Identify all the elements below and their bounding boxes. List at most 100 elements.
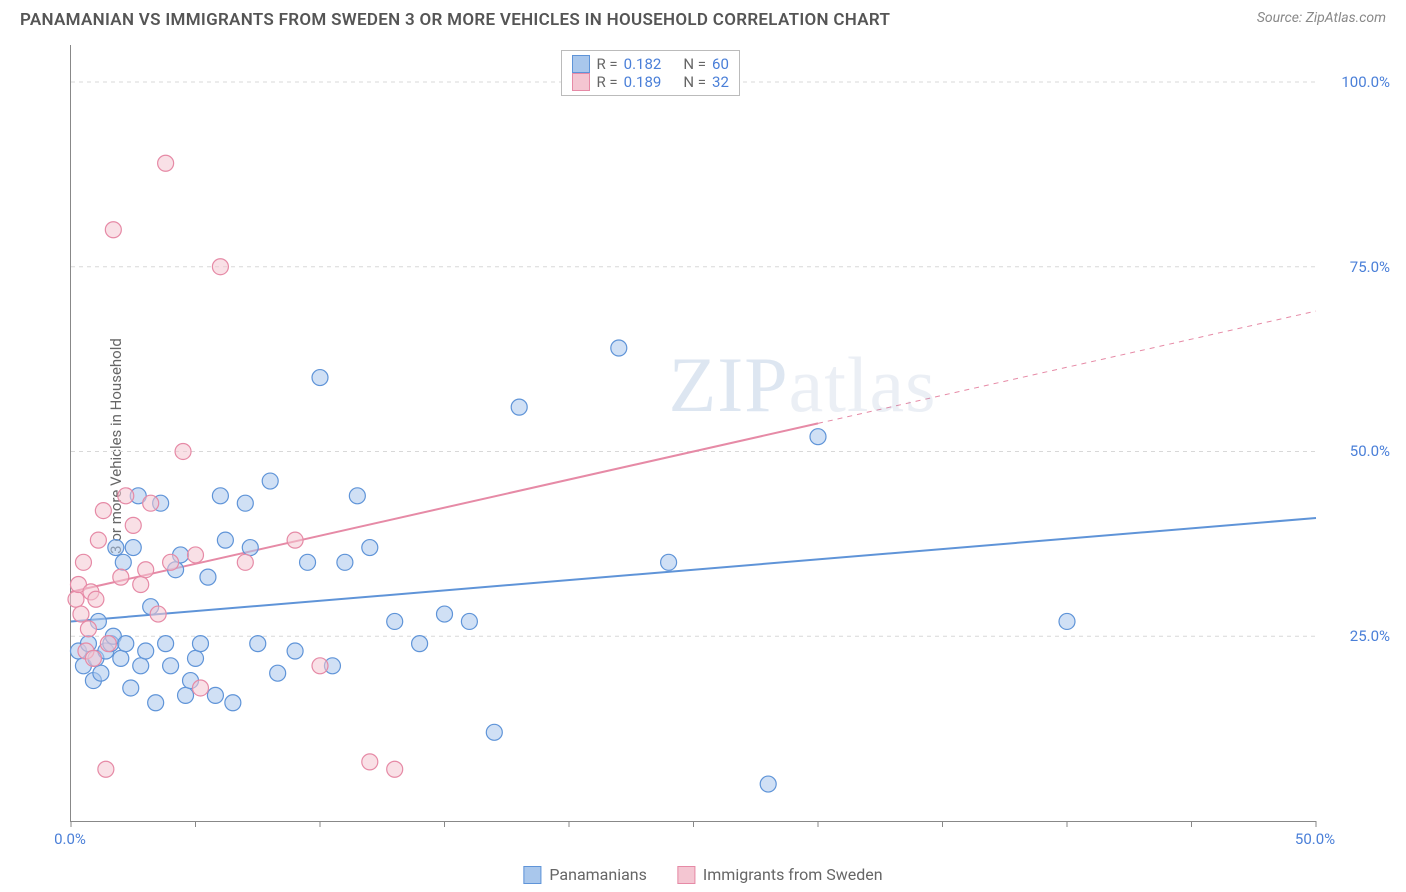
legend-swatch <box>572 73 590 91</box>
data-point <box>461 613 477 629</box>
data-point <box>158 636 174 652</box>
data-point <box>200 569 216 585</box>
data-point <box>85 650 101 666</box>
data-point <box>80 621 96 637</box>
data-point <box>148 695 164 711</box>
data-point <box>237 495 253 511</box>
data-point <box>143 495 159 511</box>
data-point <box>337 554 353 570</box>
y-tick-label: 75.0% <box>1350 258 1390 276</box>
data-point <box>125 517 141 533</box>
y-tick-label: 25.0% <box>1350 627 1390 645</box>
data-point <box>105 222 121 238</box>
r-label: R = <box>596 55 617 73</box>
data-point <box>100 636 116 652</box>
data-point <box>212 488 228 504</box>
data-point <box>125 540 141 556</box>
data-point <box>188 650 204 666</box>
data-point <box>250 636 266 652</box>
data-point <box>163 554 179 570</box>
stats-legend-row: R = 0.189 N = 32 <box>572 73 728 91</box>
data-point <box>312 370 328 386</box>
data-point <box>262 473 278 489</box>
data-point <box>138 643 154 659</box>
data-point <box>287 532 303 548</box>
data-point <box>387 761 403 777</box>
data-point <box>225 695 241 711</box>
data-point <box>437 606 453 622</box>
x-tick-label: 50.0% <box>1295 830 1335 848</box>
data-point <box>270 665 286 681</box>
data-point <box>188 547 204 563</box>
y-tick-label: 50.0% <box>1350 442 1390 460</box>
data-point <box>486 724 502 740</box>
data-point <box>95 503 111 519</box>
data-point <box>212 259 228 275</box>
data-point <box>511 399 527 415</box>
data-point <box>300 554 316 570</box>
data-point <box>98 761 114 777</box>
n-label: N = <box>683 73 706 91</box>
trend-line-dashed <box>818 311 1316 423</box>
data-point <box>412 636 428 652</box>
data-point <box>123 680 139 696</box>
legend-swatch <box>523 866 541 884</box>
legend-item: Immigrants from Sweden <box>677 865 883 884</box>
legend-label: Panamanians <box>549 865 647 884</box>
legend-label: Immigrants from Sweden <box>703 865 883 884</box>
data-point <box>362 540 378 556</box>
chart-source: Source: ZipAtlas.com <box>1257 10 1386 26</box>
data-point <box>192 680 208 696</box>
data-point <box>133 658 149 674</box>
data-point <box>387 613 403 629</box>
data-point <box>1059 613 1075 629</box>
n-value: 32 <box>712 73 729 91</box>
data-point <box>73 606 89 622</box>
r-value: 0.189 <box>624 73 662 91</box>
data-point <box>115 554 131 570</box>
y-tick-label: 100.0% <box>1341 73 1390 91</box>
data-point <box>88 591 104 607</box>
plot-region: ZIPatlas <box>70 45 1316 822</box>
trend-line <box>71 518 1316 621</box>
chart-area: ZIPatlas R = 0.182 N = 60 R = 0.189 N = … <box>50 45 1396 852</box>
data-point <box>150 606 166 622</box>
legend-swatch <box>677 866 695 884</box>
data-point <box>138 562 154 578</box>
data-point <box>217 532 233 548</box>
r-value: 0.182 <box>624 55 662 73</box>
data-point <box>661 554 677 570</box>
data-point <box>760 776 776 792</box>
stats-legend: R = 0.182 N = 60 R = 0.189 N = 32 <box>561 50 739 96</box>
series-legend: Panamanians Immigrants from Sweden <box>523 865 882 884</box>
data-point <box>158 155 174 171</box>
stats-legend-row: R = 0.182 N = 60 <box>572 55 728 73</box>
data-point <box>237 554 253 570</box>
data-point <box>163 658 179 674</box>
data-point <box>810 429 826 445</box>
data-point <box>349 488 365 504</box>
data-point <box>90 532 106 548</box>
data-point <box>133 577 149 593</box>
data-point <box>192 636 208 652</box>
data-point <box>611 340 627 356</box>
data-point <box>287 643 303 659</box>
chart-header: PANAMANIAN VS IMMIGRANTS FROM SWEDEN 3 O… <box>0 0 1406 36</box>
n-label: N = <box>683 55 706 73</box>
data-point <box>93 665 109 681</box>
data-point <box>178 687 194 703</box>
plot-svg <box>71 45 1316 821</box>
data-point <box>362 754 378 770</box>
n-value: 60 <box>712 55 729 73</box>
data-point <box>113 650 129 666</box>
data-point <box>75 554 91 570</box>
data-point <box>312 658 328 674</box>
data-point <box>118 488 134 504</box>
data-point <box>207 687 223 703</box>
r-label: R = <box>596 73 617 91</box>
data-point <box>113 569 129 585</box>
x-tick-label: 0.0% <box>54 830 86 848</box>
data-point <box>242 540 258 556</box>
data-point <box>175 443 191 459</box>
legend-swatch <box>572 55 590 73</box>
